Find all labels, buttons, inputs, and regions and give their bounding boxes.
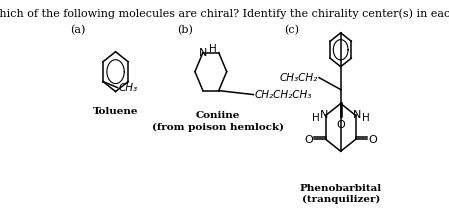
Text: H: H xyxy=(312,113,320,123)
Text: Which of the following molecules are chiral? Identify the chirality center(s) in: Which of the following molecules are chi… xyxy=(0,8,449,18)
Text: H: H xyxy=(209,44,216,54)
Text: (b): (b) xyxy=(177,25,193,35)
Text: Toluene: Toluene xyxy=(93,108,138,117)
Text: O: O xyxy=(304,135,313,145)
Text: O: O xyxy=(336,120,345,130)
Text: Coniine
(from poison hemlock): Coniine (from poison hemlock) xyxy=(152,112,284,132)
Text: N: N xyxy=(199,48,207,58)
Text: N: N xyxy=(353,110,361,121)
Text: CH₃CH₂: CH₃CH₂ xyxy=(279,73,317,83)
Text: Phenobarbital
(tranquilizer): Phenobarbital (tranquilizer) xyxy=(299,184,382,204)
Text: N: N xyxy=(320,110,328,121)
Text: CH₂CH₂CH₃: CH₂CH₂CH₃ xyxy=(254,90,312,100)
Text: O: O xyxy=(369,135,378,145)
Text: (c): (c) xyxy=(284,25,299,35)
Text: (a): (a) xyxy=(70,25,85,35)
Text: H: H xyxy=(362,113,370,123)
Text: CH₃: CH₃ xyxy=(118,83,137,93)
